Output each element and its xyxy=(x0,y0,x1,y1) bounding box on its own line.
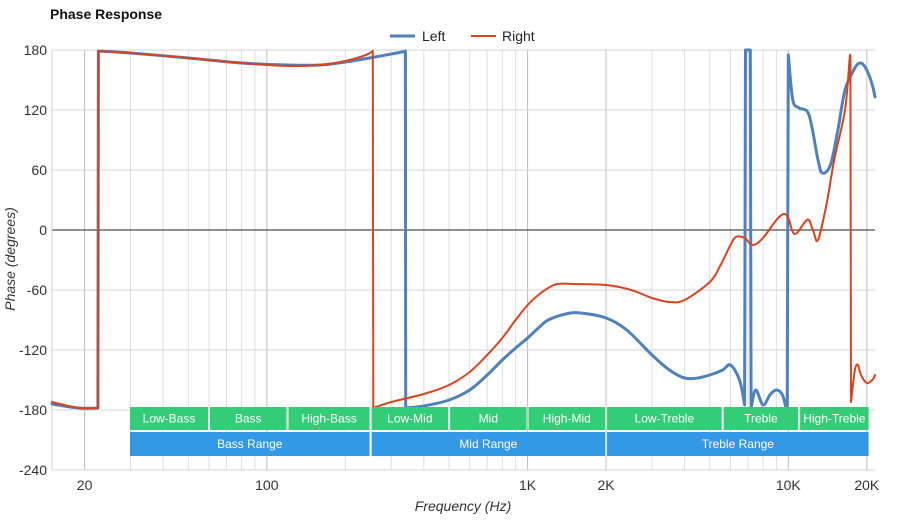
band-mid xyxy=(450,407,527,430)
band-low-mid xyxy=(371,407,449,430)
band-high-treble xyxy=(800,407,869,430)
band-treble-range xyxy=(607,432,869,456)
x-tick-label: 2K xyxy=(598,477,616,493)
x-tick-label: 20K xyxy=(854,477,880,493)
y-tick-label: 180 xyxy=(24,42,48,58)
band-high-mid xyxy=(528,407,606,430)
band-label: Low-Mid xyxy=(387,412,432,426)
y-axis-label: Phase (degrees) xyxy=(2,207,18,311)
y-tick-label: -180 xyxy=(19,402,47,418)
band-label: Bass Range xyxy=(217,437,283,451)
legend-label-right: Right xyxy=(502,28,535,44)
legend-label-left: Left xyxy=(422,28,445,44)
y-tick-label: 120 xyxy=(24,102,48,118)
band-bass-range xyxy=(130,432,370,456)
band-low-treble xyxy=(607,407,722,430)
band-label: Mid xyxy=(479,412,498,426)
y-tick-label: -60 xyxy=(27,282,47,298)
y-tick-label: -240 xyxy=(19,462,47,478)
series-lines xyxy=(50,48,877,412)
series-line-right xyxy=(51,50,876,410)
legend: Left Right xyxy=(390,28,535,44)
y-tick-label: -120 xyxy=(19,342,47,358)
frequency-bands: Low-Bass Bass High-Bass Low-Mid Mid High-Mid L… xyxy=(130,407,869,456)
band-label: Treble xyxy=(744,412,778,426)
band-low-bass xyxy=(130,407,208,430)
band-label: Treble Range xyxy=(702,437,775,451)
y-tick-labels: 180 120 60 0 -60 -120 -180 -240 xyxy=(19,42,47,478)
band-label: Low-Treble xyxy=(635,412,695,426)
grid xyxy=(51,49,875,471)
x-axis-label: Frequency (Hz) xyxy=(415,498,511,514)
band-label: Bass xyxy=(235,412,262,426)
band-label: Mid Range xyxy=(459,437,517,451)
x-tick-labels: 20 100 1K 2K 10K 20K xyxy=(77,477,880,493)
x-tick-label: 20 xyxy=(77,477,93,493)
x-tick-label: 10K xyxy=(776,477,802,493)
band-treble xyxy=(723,407,799,430)
y-tick-label: 0 xyxy=(39,222,47,238)
chart-title: Phase Response xyxy=(50,6,162,22)
band-bass xyxy=(209,407,287,430)
x-tick-label: 100 xyxy=(255,477,279,493)
band-label: High-Treble xyxy=(803,412,866,426)
band-mid-range xyxy=(371,432,606,456)
band-label: High-Mid xyxy=(543,412,591,426)
band-label: High-Bass xyxy=(301,412,356,426)
x-tick-label: 1K xyxy=(519,477,537,493)
y-tick-label: 60 xyxy=(31,162,47,178)
band-label: Low-Bass xyxy=(143,412,196,426)
band-high-bass xyxy=(288,407,370,430)
